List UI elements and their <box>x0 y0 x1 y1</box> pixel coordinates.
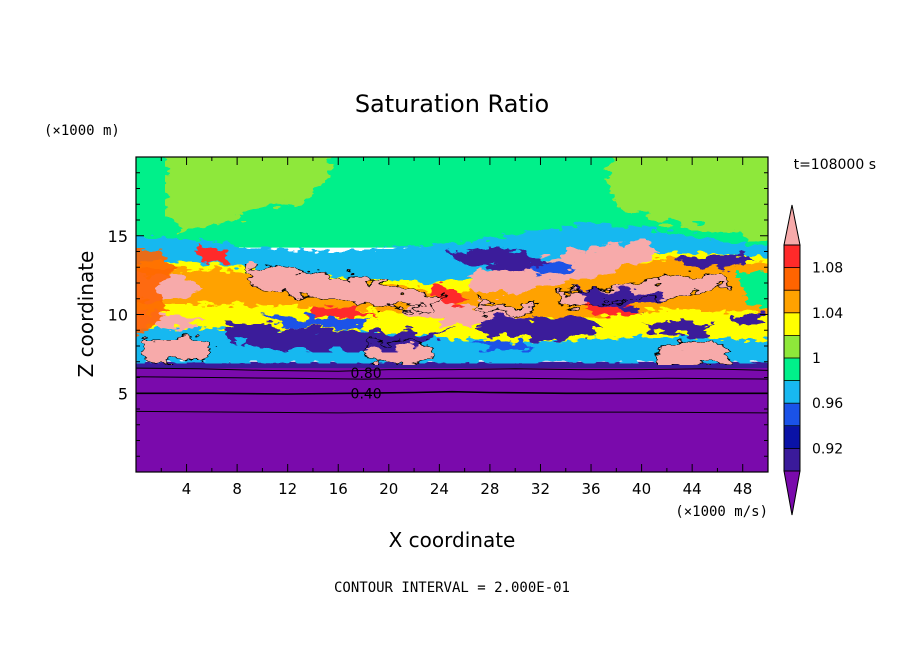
colorbar-label-2: 0.96 <box>812 396 843 412</box>
y-tick-label-15: 15 <box>108 227 128 246</box>
cloud-contour-5 <box>140 336 213 363</box>
colorbar-label-4: 1.04 <box>812 306 843 322</box>
x-tick-label-4: 4 <box>182 480 192 498</box>
supersaturated-zone-9 <box>141 336 212 362</box>
supersaturated-zones <box>136 238 733 365</box>
colorbar-under-arrow <box>783 470 801 516</box>
supersaturated-zone-1 <box>249 264 446 310</box>
contour-labels: 0.80 0.40 <box>351 366 382 402</box>
contour-line-0-2 <box>136 410 768 414</box>
edge-fringe-left <box>136 249 174 335</box>
y-axis-label: Z coordinate <box>74 251 98 378</box>
lower-transition <box>136 361 768 369</box>
colorbar-band-6 <box>784 335 800 359</box>
y-unit-label: (×1000 m) <box>44 123 120 139</box>
colorbar-band-9 <box>784 267 800 291</box>
colorbar-band-10 <box>784 245 800 269</box>
x-tick-label-36: 36 <box>581 480 600 498</box>
contour-label-2: 0.40 <box>351 386 382 402</box>
y-axis-ticks: 5 10 15 <box>108 172 768 457</box>
colorbar-band-3 <box>784 403 800 427</box>
chart-title: Saturation Ratio <box>355 90 549 118</box>
edge-fringe <box>136 249 768 335</box>
colorbar-band-5 <box>784 358 800 382</box>
x-axis-label: X coordinate <box>389 528 516 552</box>
x-tick-label-28: 28 <box>480 480 499 498</box>
colorbar-band-2 <box>784 425 800 449</box>
colorbar-band-4 <box>784 380 800 404</box>
subsaturated-pocket-6 <box>641 320 718 337</box>
supersaturated-zone-8 <box>655 341 733 365</box>
colorbar-band-7 <box>784 312 800 336</box>
subsaturated-pocket-2 <box>445 246 554 271</box>
cloud-contour-4 <box>654 340 734 366</box>
subsaturated-pocket-1 <box>224 320 452 353</box>
x-tick-label-48: 48 <box>733 480 752 498</box>
x-unit-label: (×1000 m/s) <box>675 504 768 520</box>
x-tick-label-24: 24 <box>430 480 449 498</box>
contour-lines <box>136 263 768 414</box>
x-tick-label-40: 40 <box>632 480 651 498</box>
saturation-field <box>136 157 768 472</box>
subsaturated-pocket-blue-3 <box>464 341 535 353</box>
subsaturated-pocket-3 <box>477 317 604 342</box>
contour-line-0-8 <box>136 367 768 372</box>
subsaturated-pocket-5 <box>679 254 756 268</box>
cloud-contour-3 <box>365 340 434 366</box>
x-tick-label-16: 16 <box>329 480 348 498</box>
cloud-contour-1 <box>249 263 448 311</box>
lower-dry-layer <box>136 364 768 472</box>
x-tick-label-44: 44 <box>683 480 702 498</box>
contour-interval-label: CONTOUR INTERVAL = 2.000E-01 <box>334 580 570 596</box>
y-tick-label-10: 10 <box>108 306 128 325</box>
x-tick-label-32: 32 <box>531 480 550 498</box>
x-tick-label-20: 20 <box>379 480 398 498</box>
colorbar-band-8 <box>784 290 800 314</box>
colorbar-label-1: 0.92 <box>812 441 843 457</box>
subsaturated-pocket-blue-2 <box>527 262 579 276</box>
cloud-contours <box>140 263 734 366</box>
plume-left <box>165 157 331 233</box>
upper-plumes <box>165 157 768 243</box>
time-label: t=108000 s <box>794 157 876 173</box>
y-tick-label-5: 5 <box>118 384 128 403</box>
subsaturated-pockets <box>224 246 766 353</box>
x-axis-ticks: 4 8 12 16 20 24 28 32 36 40 44 48 <box>160 157 752 498</box>
near-saturation-accent-4 <box>194 243 231 265</box>
near-saturation-accent-1 <box>429 283 471 305</box>
plume-right <box>606 157 768 243</box>
cloud-contour-6 <box>476 301 536 317</box>
contour-line-0-4 <box>136 390 768 395</box>
colorbar-label-5: 1.08 <box>812 261 843 277</box>
edge-fringe-right <box>736 270 768 308</box>
x-tick-label-8: 8 <box>232 480 242 498</box>
contour-label-1: 0.80 <box>351 366 382 382</box>
near-saturation-accent-2 <box>306 306 377 320</box>
cloud-contour-2 <box>551 273 732 308</box>
x-tick-label-12: 12 <box>278 480 297 498</box>
subsaturated-pocket-7 <box>730 311 766 324</box>
subsaturated-pocket-blue-1 <box>262 316 377 329</box>
colorbar: 0.92 0.96 1 1.04 1.08 <box>783 204 843 516</box>
contour-line-0-6 <box>136 376 768 380</box>
colorbar-band-1 <box>784 448 800 472</box>
colorbar-label-3: 1 <box>812 351 821 367</box>
colorbar-over-arrow <box>783 204 801 246</box>
